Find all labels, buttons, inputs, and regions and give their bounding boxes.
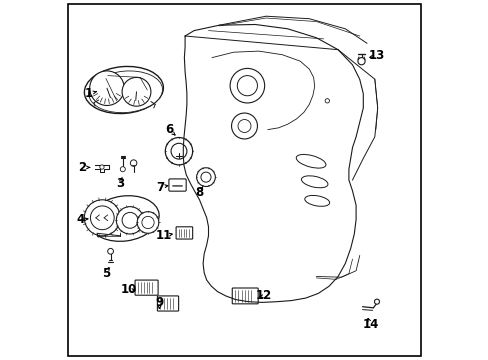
Ellipse shape xyxy=(296,154,325,168)
Circle shape xyxy=(137,212,159,233)
Text: 9: 9 xyxy=(156,296,163,309)
Circle shape xyxy=(231,113,257,139)
Circle shape xyxy=(196,168,215,186)
Text: 11: 11 xyxy=(155,229,171,242)
Text: 14: 14 xyxy=(362,318,378,330)
FancyBboxPatch shape xyxy=(232,288,258,304)
Circle shape xyxy=(90,206,114,230)
Text: 10: 10 xyxy=(121,283,137,296)
Ellipse shape xyxy=(304,195,329,206)
Text: 13: 13 xyxy=(368,49,385,62)
Ellipse shape xyxy=(84,67,163,113)
Circle shape xyxy=(120,167,125,172)
Text: 8: 8 xyxy=(195,186,203,199)
Text: 6: 6 xyxy=(164,123,173,136)
Ellipse shape xyxy=(301,176,327,188)
Text: 12: 12 xyxy=(256,289,272,302)
Circle shape xyxy=(142,216,154,229)
Circle shape xyxy=(230,68,264,103)
Ellipse shape xyxy=(89,196,159,241)
Circle shape xyxy=(122,212,138,228)
Circle shape xyxy=(238,120,250,132)
Text: 7: 7 xyxy=(156,181,163,194)
FancyBboxPatch shape xyxy=(157,296,178,311)
Circle shape xyxy=(325,99,329,103)
Circle shape xyxy=(84,200,120,236)
Circle shape xyxy=(116,207,143,234)
Text: 4: 4 xyxy=(77,213,84,226)
FancyBboxPatch shape xyxy=(176,227,192,239)
Circle shape xyxy=(107,248,113,254)
Text: 3: 3 xyxy=(116,177,124,190)
Circle shape xyxy=(201,172,211,182)
Text: 1: 1 xyxy=(85,87,93,100)
Circle shape xyxy=(165,138,192,165)
Circle shape xyxy=(357,58,365,65)
Circle shape xyxy=(100,165,104,169)
Circle shape xyxy=(237,76,257,96)
Circle shape xyxy=(130,160,137,166)
Circle shape xyxy=(171,143,186,159)
Circle shape xyxy=(374,299,379,304)
Ellipse shape xyxy=(89,71,162,113)
Text: 5: 5 xyxy=(102,267,110,280)
FancyBboxPatch shape xyxy=(168,179,186,191)
Text: 2: 2 xyxy=(78,161,86,174)
FancyBboxPatch shape xyxy=(135,280,158,295)
Circle shape xyxy=(122,77,151,106)
Circle shape xyxy=(89,71,124,105)
